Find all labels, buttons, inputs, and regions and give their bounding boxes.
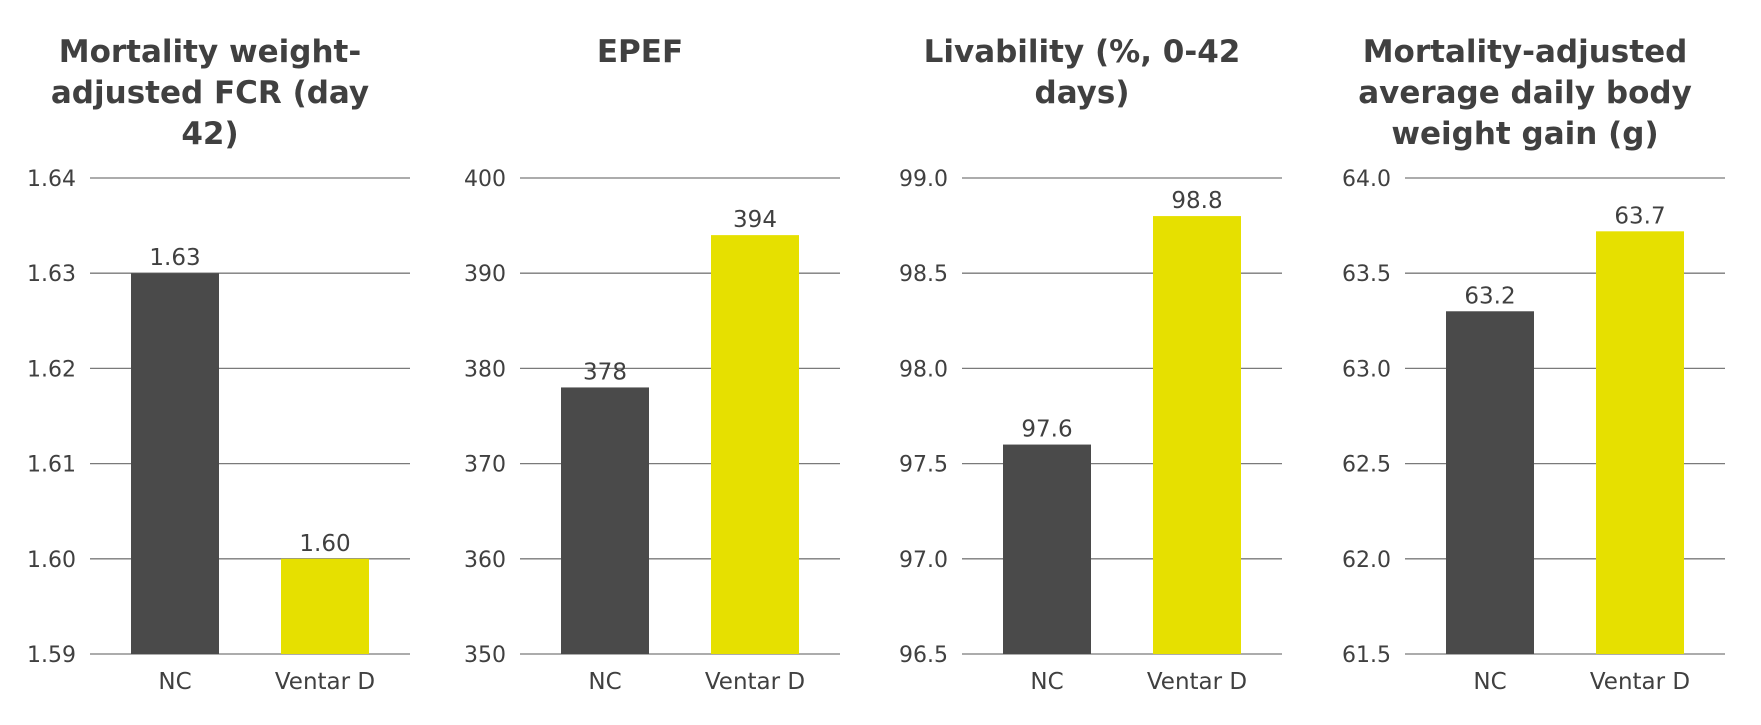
y-tick-label: 99.0 [899, 167, 948, 192]
y-tick-label: 1.60 [27, 548, 76, 573]
bar-chart-livability: 96.5 97.0 97.5 98.0 98.5 99.0 97.6 NC 98.8 Ventar… [899, 167, 1282, 695]
chart-title: Mortality weight-adjusted FCR (day 42) [50, 34, 370, 152]
chart-panel-fcr: Mortality weight-adjusted FCR (day 42) 1… [0, 0, 440, 725]
chart-title: EPEF [596, 34, 684, 70]
y-tick-label: 61.5 [1342, 643, 1391, 668]
y-tick-label: 1.64 [27, 167, 76, 192]
data-label: 378 [583, 359, 627, 385]
bar-ventar-d [281, 558, 369, 654]
bar-chart-epef: 350 360 370 380 390 400 378 NC 394 Ventar D [464, 167, 840, 695]
y-tick-label: 360 [464, 548, 506, 573]
y-tick-label: 97.0 [899, 548, 948, 573]
y-tick-label: 98.5 [899, 262, 948, 287]
bar-nc [1003, 444, 1091, 654]
bar-nc [561, 387, 649, 654]
data-label: 1.63 [149, 245, 200, 271]
y-tick-label: 98.0 [899, 357, 948, 382]
y-tick-label: 1.63 [27, 262, 76, 287]
chart-title: Mortality-adjusted average daily body we… [1358, 34, 1692, 152]
y-tick-label: 390 [464, 262, 506, 287]
bar-nc [131, 273, 219, 654]
data-label: 98.8 [1171, 188, 1222, 214]
y-tick-label: 1.59 [27, 643, 76, 668]
x-category-label: Ventar D [275, 669, 375, 695]
y-tick-label: 63.5 [1342, 262, 1391, 287]
y-tick-label: 380 [464, 357, 506, 382]
x-category-label: Ventar D [705, 669, 805, 695]
y-tick-label: 62.5 [1342, 453, 1391, 478]
x-category-label: NC [1030, 669, 1063, 695]
y-tick-label: 62.0 [1342, 548, 1391, 573]
y-tick-label: 97.5 [899, 453, 948, 478]
data-label: 97.6 [1021, 417, 1072, 443]
chart-panel-epef: EPEF 350 360 370 380 390 400 378 NC 394 Ventar D [430, 0, 870, 725]
chart-panel-livability: Livability (%, 0-42 days) 96.5 97.0 97.5 98… [872, 0, 1312, 725]
bar-chart-weight-gain: 61.5 62.0 62.5 63.0 63.5 64.0 63.2 NC 63.7 Ventar… [1342, 167, 1725, 695]
bar-chart-fcr: 1.59 1.60 1.61 1.62 1.63 1.64 1.63 NC 1.60 Ventar… [27, 167, 410, 695]
y-tick-label: 64.0 [1342, 167, 1391, 192]
y-tick-label: 1.61 [27, 453, 76, 478]
x-category-label: NC [588, 669, 621, 695]
data-label: 1.60 [299, 531, 350, 557]
x-category-label: NC [158, 669, 191, 695]
y-tick-label: 96.5 [899, 643, 948, 668]
y-tick-label: 370 [464, 453, 506, 478]
x-category-label: Ventar D [1590, 669, 1690, 695]
chart-panel-weight-gain: Mortality-adjusted average daily body we… [1315, 0, 1755, 725]
data-label: 63.7 [1614, 203, 1665, 229]
data-label: 63.2 [1464, 283, 1515, 309]
y-tick-label: 400 [464, 167, 506, 192]
bar-ventar-d [1596, 231, 1684, 654]
data-label: 394 [733, 207, 777, 233]
bar-ventar-d [711, 235, 799, 654]
y-tick-label: 350 [464, 643, 506, 668]
chart-title: Livability (%, 0-42 days) [923, 34, 1241, 111]
bar-ventar-d [1153, 216, 1241, 654]
y-tick-label: 1.62 [27, 357, 76, 382]
x-category-label: NC [1473, 669, 1506, 695]
y-tick-label: 63.0 [1342, 357, 1391, 382]
bar-nc [1446, 311, 1534, 654]
x-category-label: Ventar D [1147, 669, 1247, 695]
